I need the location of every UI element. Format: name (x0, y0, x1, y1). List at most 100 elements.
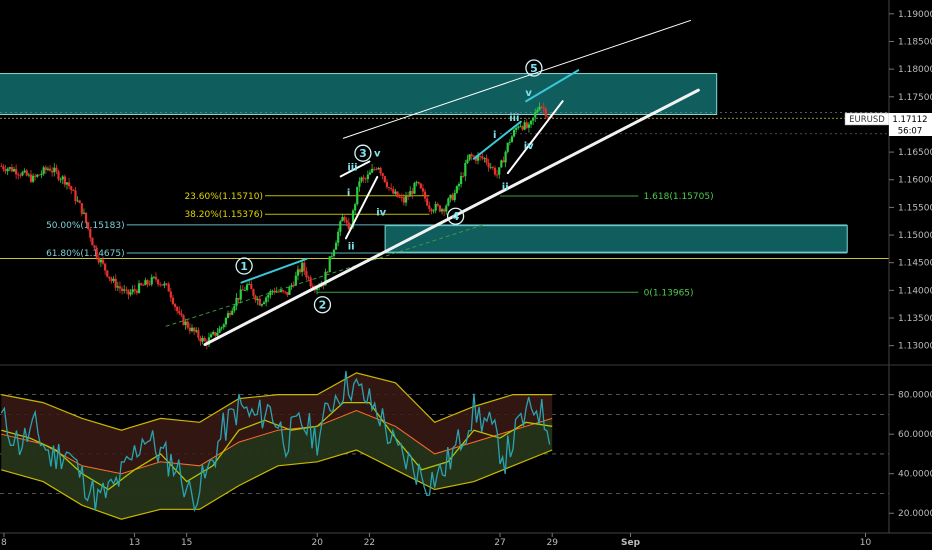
candle-body (87, 222, 90, 229)
candle-body (127, 289, 130, 295)
oscillator-lower-fill (1, 410, 553, 520)
oscillator-axis[interactable]: 80.0000 60.0000 40.0000 20.0000 (889, 391, 932, 520)
candle-body (443, 209, 446, 212)
candle-body (193, 327, 196, 332)
candle-body (237, 297, 240, 300)
candle-body (360, 177, 363, 182)
wave-label-minor: iv (524, 141, 534, 152)
candle-body (551, 116, 554, 118)
candle-body (106, 270, 109, 277)
candle-body (493, 167, 497, 175)
candle-body (521, 126, 524, 130)
candle-body (449, 194, 452, 199)
candle-body (476, 155, 480, 161)
candle-body (70, 186, 73, 191)
candle-body (485, 158, 488, 163)
candle-body (252, 289, 255, 296)
candle-body (273, 290, 276, 293)
candle-body (428, 205, 431, 209)
oscillator-fast-line (0, 371, 551, 513)
candle-body (337, 231, 340, 243)
candle-body (515, 127, 518, 130)
price-axis[interactable]: 1.190001.185001.180001.175001.170001.165… (889, 10, 932, 352)
candle-body (80, 203, 83, 214)
candle-body (334, 242, 338, 250)
candle-body (362, 177, 365, 179)
candle-body (474, 156, 478, 161)
candle-body (169, 291, 172, 298)
candle-body (339, 221, 342, 232)
price-tick-label: 1.13500 (898, 314, 932, 324)
candle-body (108, 276, 111, 279)
candle-body (373, 168, 376, 170)
candle-body (267, 295, 270, 298)
candle-body (131, 289, 134, 293)
trend-lines[interactable] (203, 19, 700, 347)
candle-body (135, 290, 139, 293)
trend-line-wave-5-top (525, 69, 580, 103)
time-axis[interactable]: 8 13 15 20 22 27 29 Sep 10 (1, 533, 872, 548)
candle-body (472, 156, 475, 157)
candle-body (229, 313, 232, 315)
last-price-label: 1.17112 (892, 115, 927, 125)
candle-body (381, 173, 384, 177)
candle-body (301, 262, 304, 273)
candle-body (282, 290, 285, 292)
candle-body (173, 304, 177, 307)
candle-body (540, 106, 543, 108)
candle-body (21, 172, 24, 176)
candle-body (343, 217, 346, 221)
candle-body (394, 191, 397, 194)
trend-line-wave-1-top (240, 257, 308, 284)
candle-body (209, 334, 213, 338)
candle-body (97, 257, 100, 263)
candle-body (146, 280, 149, 285)
wave-circle (313, 296, 332, 314)
candle-body (99, 259, 102, 263)
candle-body (42, 167, 45, 174)
candle-body (231, 310, 234, 315)
candle-body (430, 208, 433, 212)
candle-body (53, 167, 56, 173)
candle-body (426, 198, 429, 206)
candle-body (78, 200, 81, 204)
candle-body (220, 327, 223, 329)
candle-body (404, 196, 408, 203)
candle-body (152, 276, 155, 278)
candle-body (84, 212, 88, 223)
candle-body (243, 290, 247, 291)
wave-label-minor: i (493, 130, 496, 141)
candle-body (142, 284, 145, 286)
wave-label-minor: v (374, 149, 381, 160)
candle-body (385, 182, 389, 188)
candle-body (38, 174, 41, 176)
candle-body (347, 222, 350, 229)
candle-body (224, 317, 228, 325)
time-tick-label: 8 (1, 538, 7, 548)
candle-body (176, 306, 179, 312)
candle-body (201, 338, 204, 342)
wave-label-minor: iv (376, 207, 386, 218)
time-tick-label: Sep (621, 538, 641, 548)
candle-body (125, 289, 128, 291)
candle-body (538, 106, 541, 110)
time-tick-label: 20 (311, 538, 323, 548)
candle-body (262, 302, 266, 305)
candle-body (400, 197, 403, 198)
candle-body (398, 196, 401, 198)
countdown-badge (889, 125, 932, 136)
candle-body (544, 108, 547, 117)
candlesticks (0, 102, 554, 350)
candle-body (288, 287, 291, 295)
candle-body (101, 259, 105, 264)
price-tick-label: 1.13000 (898, 342, 932, 352)
candle-body (68, 182, 71, 187)
candle-body (23, 170, 26, 173)
candle-body (483, 158, 486, 159)
trend-line-wave-3-inner (344, 175, 379, 240)
candle-body (290, 285, 293, 288)
candle-body (432, 210, 435, 212)
candle-body (63, 176, 66, 185)
candle-body (222, 324, 225, 328)
